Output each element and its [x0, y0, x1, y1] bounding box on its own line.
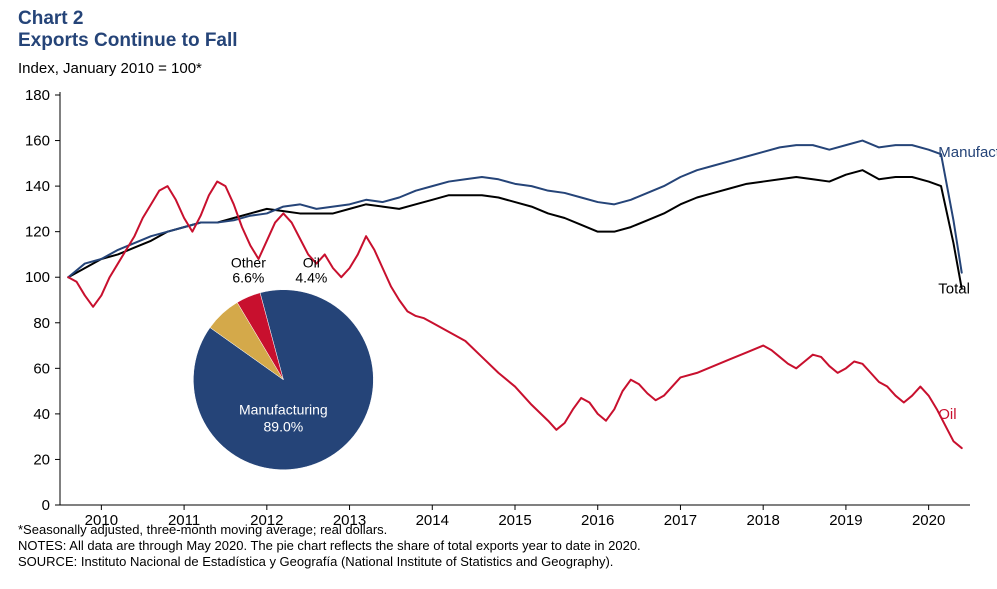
series-label-total: Total	[938, 281, 970, 298]
y-tick-label: 0	[42, 497, 50, 514]
series-total	[68, 170, 961, 288]
footnote-source: SOURCE: Instituto Nacional de Estadístic…	[18, 554, 613, 570]
x-tick-label: 2014	[416, 512, 449, 529]
y-tick-label: 160	[25, 133, 50, 150]
y-tick-label: 20	[33, 451, 50, 468]
pie-inner-label-manufacturing: Manufacturing	[239, 402, 328, 418]
pie-label-other: Other	[231, 255, 266, 271]
y-tick-label: 40	[33, 406, 50, 423]
series-label-manufacturing: Manufacturing	[938, 144, 997, 161]
footnote-notes: NOTES: All data are through May 2020. Th…	[18, 538, 641, 554]
y-tick-label: 180	[25, 87, 50, 104]
pie-pct-other: 6.6%	[232, 270, 264, 286]
x-tick-label: 2018	[746, 512, 779, 529]
x-tick-label: 2020	[912, 512, 945, 529]
footnote-asterisk: *Seasonally adjusted, three-month moving…	[18, 522, 387, 538]
line-chart: 0204060801001201401601802010201120122013…	[0, 0, 997, 589]
y-tick-label: 140	[25, 178, 50, 195]
series-manufacturing	[68, 141, 961, 278]
pie-inner-pct-manufacturing: 89.0%	[264, 419, 304, 435]
y-tick-label: 100	[25, 269, 50, 286]
y-tick-label: 80	[33, 315, 50, 332]
x-tick-label: 2016	[581, 512, 614, 529]
pie-pct-oil: 4.4%	[295, 270, 327, 286]
x-tick-label: 2019	[829, 512, 862, 529]
pie-label-oil: Oil	[303, 255, 320, 271]
x-tick-label: 2017	[664, 512, 697, 529]
y-tick-label: 60	[33, 360, 50, 377]
y-tick-label: 120	[25, 224, 50, 241]
series-label-oil: Oil	[938, 406, 956, 423]
chart-container: { "header": { "chart_number": "Chart 2",…	[0, 0, 997, 589]
x-tick-label: 2015	[498, 512, 531, 529]
